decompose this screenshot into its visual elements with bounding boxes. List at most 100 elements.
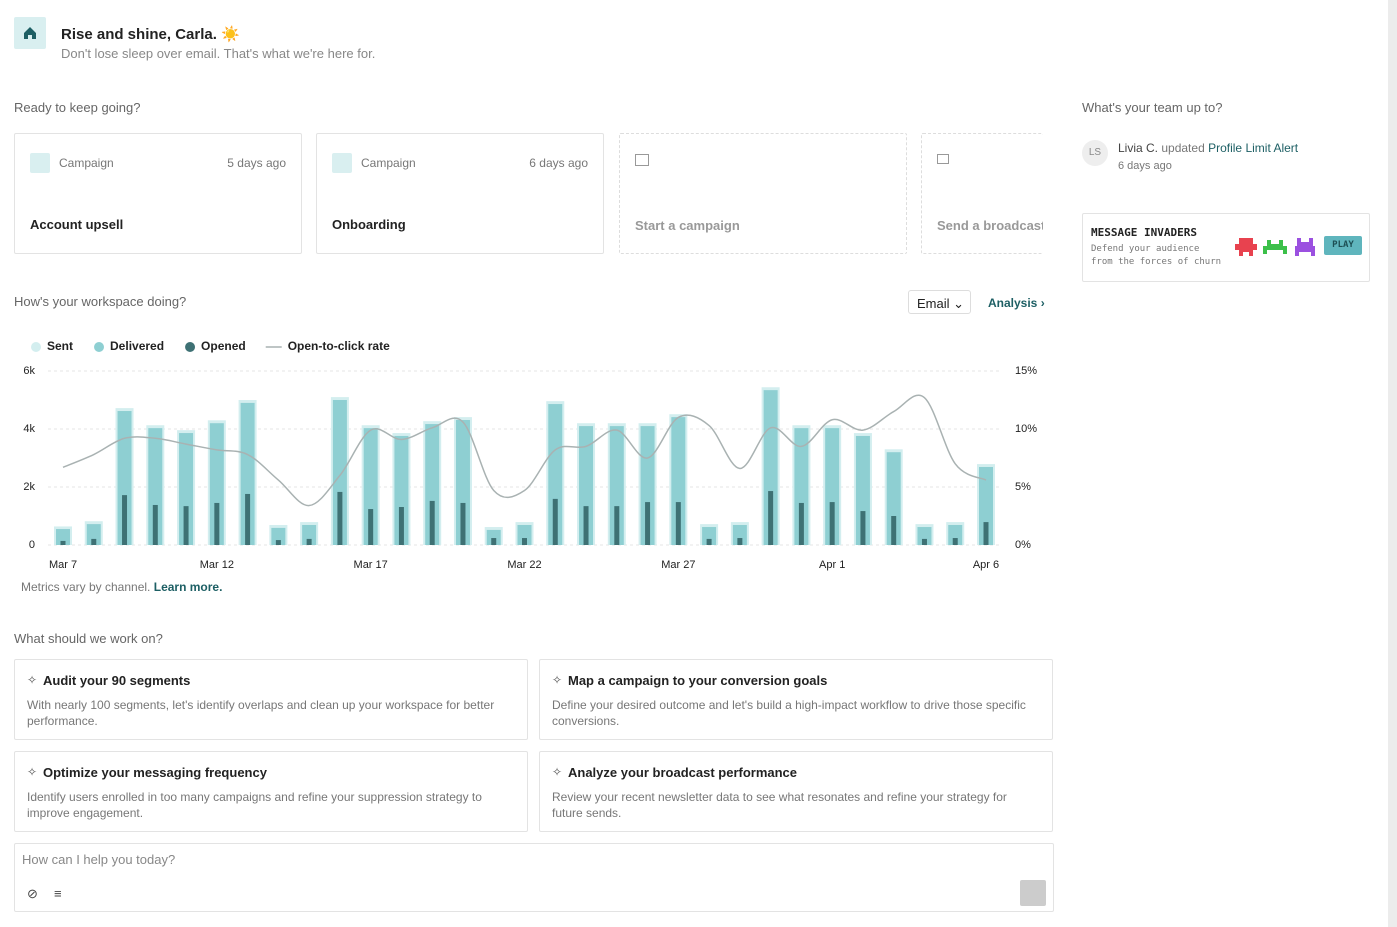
bar [183,506,189,545]
bar [706,538,712,545]
card-type: Campaign [361,156,416,170]
bar [671,417,686,545]
activity: Livia C. updated Profile Limit Alert [1118,141,1298,155]
bar [825,428,840,545]
bar [979,466,993,545]
suggestion-title: Map a campaign to your conversion goals [568,673,828,688]
bar [60,540,66,545]
bar [455,420,470,545]
card-name: Onboarding [332,217,406,232]
action-card[interactable]: Start a campaign [619,133,907,254]
bar [855,435,870,545]
y-tick-label: 2k [23,481,35,493]
suggestion-card[interactable]: ✧ Audit your 90 segments With nearly 100 s… [14,659,528,740]
recent-card[interactable]: Campaign 6 days ago Onboarding [316,133,604,254]
legend-swatch [94,342,105,352]
bar [517,524,532,545]
bar [460,502,466,545]
legend-label: Delivered [110,339,164,353]
x-tick-label: Apr 6 [973,559,999,571]
suggestion-title: Optimize your messaging frequency [43,765,267,780]
channel-select[interactable]: Email ⌄ [908,290,971,314]
bar [921,538,927,545]
bar [948,524,963,545]
y2-tick-label: 15% [1015,365,1037,377]
settings-icon[interactable]: ≡ [54,886,62,901]
home-icon [14,17,46,49]
legend-swatch [31,342,41,352]
sparkle-icon: ✧ [27,765,38,779]
play-button[interactable]: PLAY [1324,236,1362,255]
card-time: 6 days ago [529,156,588,170]
x-tick-label: Mar 12 [200,559,234,571]
channel: Email [917,296,950,311]
bar [271,527,286,545]
bar [302,524,317,545]
chart: 0 2k 4k 6k 0% 5% 10% 15% Mar 7 Mar 12 Mar 17 Mar 22… [23,339,1037,571]
bar [398,507,404,545]
bar [768,491,774,545]
game-line: from the forces of churn [1091,257,1222,267]
bar [306,538,312,545]
suggestion-text: With nearly 100 segments, let's identify… [27,698,495,728]
bar [732,524,747,545]
bar [609,426,624,545]
avatar: LS [1082,140,1108,166]
legend-label: Opened [201,339,246,353]
bar [583,506,589,545]
legend-swatch [185,342,196,352]
learn-more[interactable]: Learn more. [153,580,223,594]
recent-card[interactable]: Campaign 5 days ago Account upsell [14,133,302,254]
suggestion-card[interactable]: ✧ Optimize your messaging frequency Identi… [14,751,528,832]
bar [152,504,158,545]
suggestion-text: Review your recent newsletter data to se… [552,790,1007,820]
icon [937,154,949,164]
sparkle-icon: ✧ [552,765,563,779]
section-heading: Ready to keep going? [14,100,141,115]
bar [645,502,651,545]
campaign-icon [332,153,352,173]
analysis-link[interactable]: Analysis › [988,296,1045,310]
game-line: Defend your audience [1091,244,1200,254]
bar [675,502,681,545]
bar [368,509,374,545]
suggestion-card[interactable]: ✧ Analyze your broadcast performance Revie… [539,751,1053,832]
activity-time: 6 days ago [1118,160,1172,172]
bar [917,527,932,545]
suggestion-title: Analyze your broadcast performance [568,765,798,780]
bar [860,511,866,545]
legend-label: Open-to-click rate [288,339,390,353]
attach-icon[interactable]: ⊘ [27,886,38,901]
card-time: 5 days ago [227,156,286,170]
bar [56,529,70,545]
action-card[interactable]: Send a broadcast [921,133,1043,254]
suggestion-title: Audit your 90 segments [43,673,191,688]
sparkle-icon: ✧ [27,673,38,687]
prompt-box[interactable]: How can I help you today? ⊘ ≡ [14,843,1054,912]
send-button[interactable] [1020,880,1046,906]
campaign-icon [30,153,50,173]
bar [245,493,251,545]
bar [702,527,717,545]
target[interactable]: Profile Limit Alert [1208,141,1299,155]
suggestion-card[interactable]: ✧ Map a campaign to your conversion goals… [539,659,1053,740]
bar [332,400,347,545]
legend-label: Sent [47,339,73,353]
y2-tick-label: 5% [1015,481,1031,493]
bar [614,506,620,545]
bar [275,540,281,545]
suggestion-text: Identify users enrolled in too many camp… [27,790,482,820]
game-widget[interactable]: MESSAGE INVADERS Defend your audience fr… [1082,213,1370,282]
bar [829,502,835,545]
bar [522,538,527,545]
rate-line [62,394,987,507]
bar [394,435,409,545]
card-type: Campaign [59,156,114,170]
x-tick-label: Apr 1 [819,559,845,571]
game-title: MESSAGE INVADERS [1091,226,1197,239]
card-name: Account upsell [30,217,124,232]
x-tick-label: Mar 7 [49,559,77,571]
y2-tick-label: 0% [1015,539,1031,551]
bar [425,424,440,545]
